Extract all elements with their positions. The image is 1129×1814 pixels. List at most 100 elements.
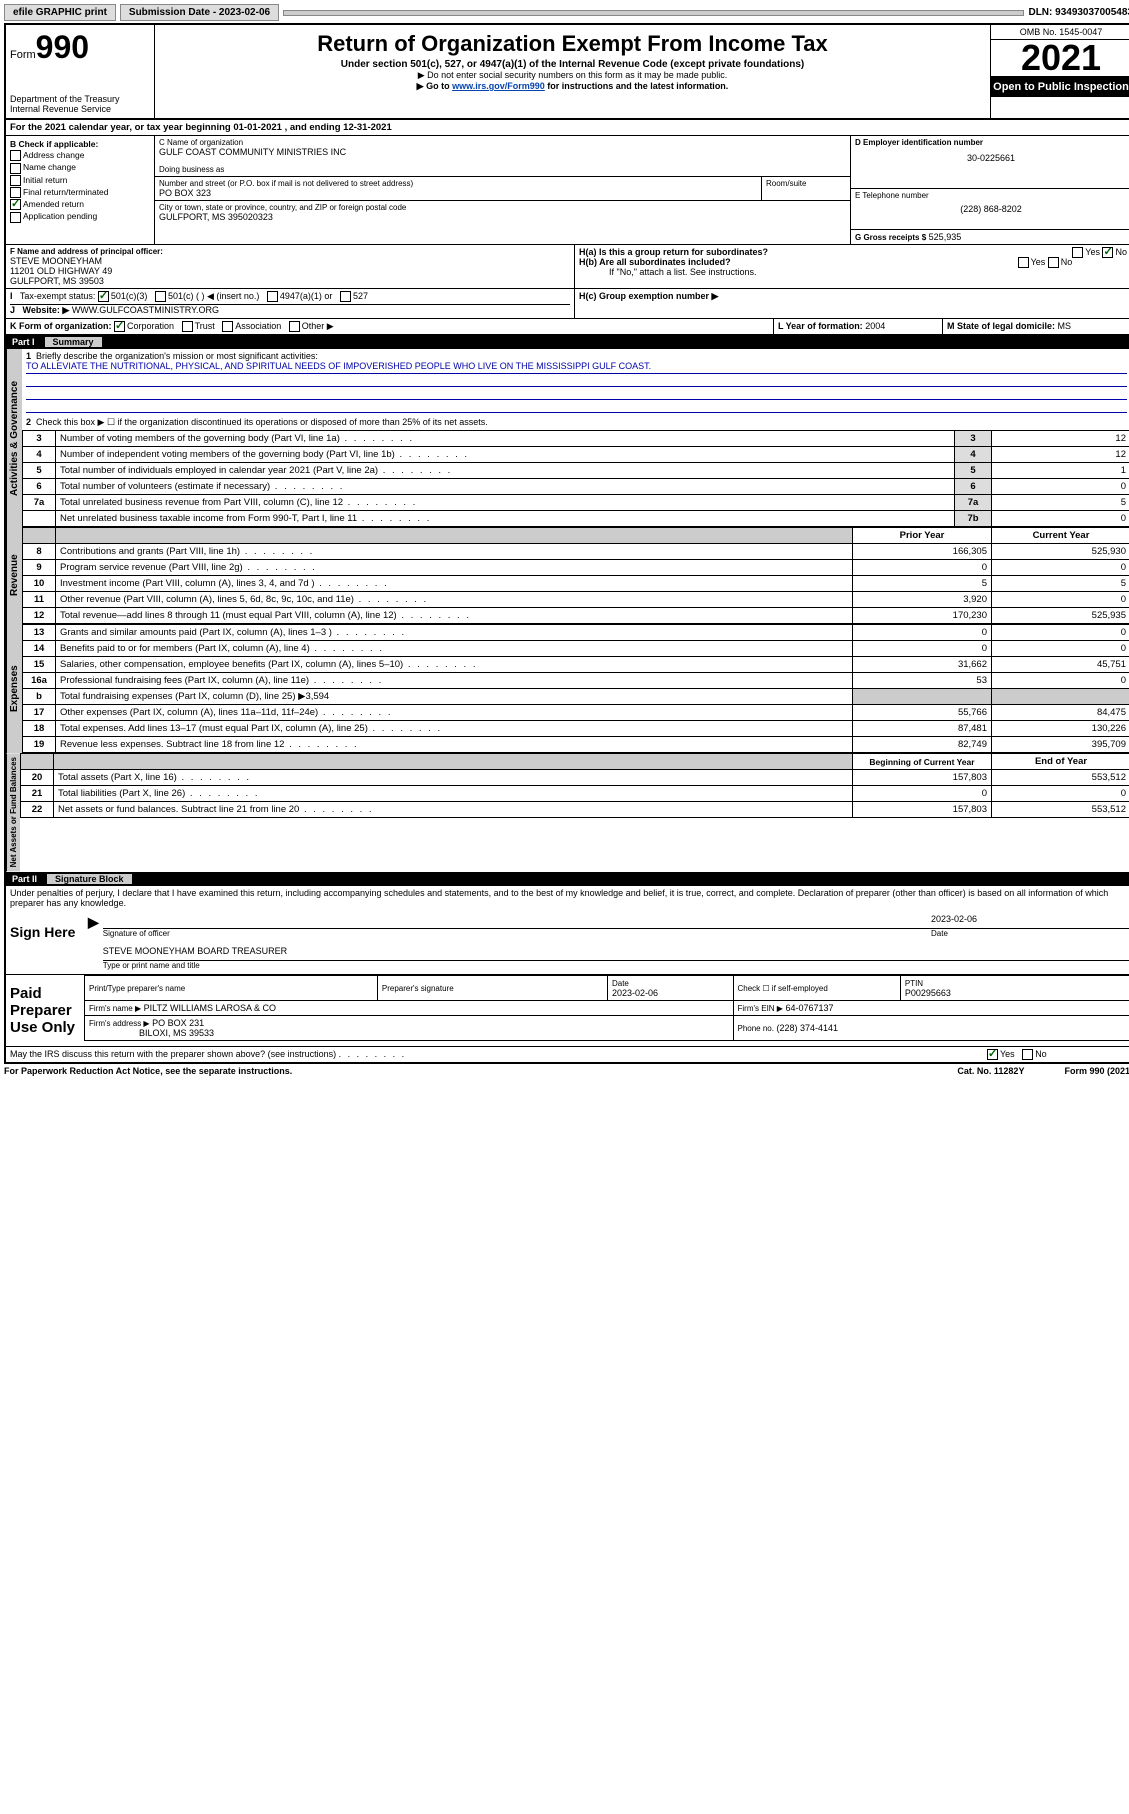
arrow-icon: ▶ — [84, 914, 103, 970]
firm-name-label: Firm's name ▶ — [89, 1004, 141, 1013]
name-change-check[interactable] — [10, 163, 21, 174]
ptin-label: PTIN — [905, 979, 923, 988]
ein-label: D Employer identification number — [855, 138, 1127, 147]
paid-preparer-block: Paid Preparer Use Only Print/Type prepar… — [6, 974, 1129, 1046]
part1-header: Part I Summary — [6, 335, 1129, 349]
paid-preparer: Paid Preparer Use Only — [6, 975, 84, 1046]
goto-pre: ▶ Go to — [417, 81, 452, 91]
section-b: B Check if applicable: Address change Na… — [6, 136, 155, 244]
firm-addr: PO BOX 231 — [152, 1018, 204, 1028]
opt-501c: 501(c) ( ) ◀ (insert no.) — [168, 291, 259, 301]
sig-officer-label: Signature of officer — [103, 929, 931, 938]
firm-ein-label: Firm's EIN ▶ — [738, 1004, 783, 1013]
mission-blank1 — [26, 374, 1127, 387]
expenses-section: Expenses 13Grants and similar amounts pa… — [6, 624, 1129, 753]
discuss-row: May the IRS discuss this return with the… — [6, 1046, 1129, 1062]
trust-check[interactable] — [182, 321, 193, 332]
dept-treasury: Department of the Treasury — [10, 94, 150, 104]
ptin: P00295663 — [905, 988, 951, 998]
section-b-title: B Check if applicable: — [10, 139, 150, 149]
amended-check[interactable] — [10, 199, 21, 210]
opt-assoc: Association — [235, 321, 281, 331]
sign-here: Sign Here — [6, 914, 84, 970]
sections-bcdeg: B Check if applicable: Address change Na… — [6, 136, 1129, 245]
exp-table: 13Grants and similar amounts paid (Part … — [22, 624, 1129, 753]
opt-501c3: 501(c)(3) — [111, 291, 148, 301]
tax-year: 2021 — [991, 40, 1129, 77]
perjury: Under penalties of perjury, I declare th… — [6, 886, 1129, 910]
form-title: Return of Organization Exempt From Incom… — [163, 31, 982, 57]
tax-status-label: Tax-exempt status: — [20, 291, 96, 301]
ha-yes[interactable] — [1072, 247, 1083, 258]
efile-button[interactable]: efile GRAPHIC print — [4, 4, 116, 21]
street-label: Number and street (or P.O. box if mail i… — [159, 179, 757, 188]
opt-other: Other ▶ — [302, 321, 334, 331]
spacer — [283, 10, 1024, 16]
mission-label: Briefly describe the organization's miss… — [36, 351, 318, 361]
ssn-note: ▶ Do not enter social security numbers o… — [163, 70, 982, 81]
mission-blank2 — [26, 387, 1127, 400]
501c3-check[interactable] — [98, 291, 109, 302]
sign-here-block: Sign Here ▶ 2023-02-06 Signature of offi… — [6, 914, 1129, 970]
firm-city: BILOXI, MS 39533 — [139, 1028, 214, 1038]
prep-date-label: Date — [612, 979, 629, 988]
part2-num: Part II — [12, 874, 47, 884]
ein: 30-0225661 — [855, 153, 1127, 163]
org-name-label: C Name of organization — [159, 138, 846, 147]
gross-label: G Gross receipts $ — [855, 233, 926, 242]
discuss-text: May the IRS discuss this return with the… — [10, 1049, 336, 1059]
header-left: Form990 Department of the Treasury Inter… — [6, 25, 155, 118]
discuss-no[interactable] — [1022, 1049, 1033, 1060]
prep-name-label: Print/Type preparer's name — [89, 984, 185, 993]
net-table: Beginning of Current YearEnd of Year20To… — [20, 753, 1129, 818]
prep-check-label: Check ☐ if self-employed — [738, 984, 828, 993]
officer-addr1: 11201 OLD HIGHWAY 49 — [10, 266, 570, 276]
section-c: C Name of organization GULF COAST COMMUN… — [155, 136, 850, 244]
addr-change-check[interactable] — [10, 150, 21, 161]
4947-check[interactable] — [267, 291, 278, 302]
website-label: Website: ▶ — [23, 305, 70, 315]
type-name-label: Type or print name and title — [103, 961, 1129, 970]
initial-return: Initial return — [23, 175, 67, 185]
irs-link[interactable]: www.irs.gov/Form990 — [452, 81, 545, 91]
other-check[interactable] — [289, 321, 300, 332]
prep-sig-label: Preparer's signature — [382, 984, 454, 993]
initial-check[interactable] — [10, 175, 21, 186]
app-pending-check[interactable] — [10, 212, 21, 223]
hb-yes[interactable] — [1018, 257, 1029, 268]
line2: Check this box ▶ ☐ if the organization d… — [36, 417, 488, 427]
discuss-yes[interactable] — [987, 1049, 998, 1060]
paperwork-notice: For Paperwork Reduction Act Notice, see … — [4, 1066, 292, 1076]
net-assets-section: Net Assets or Fund Balances Beginning of… — [6, 753, 1129, 871]
sections-deg: D Employer identification number 30-0225… — [850, 136, 1129, 244]
officer-label: F Name and address of principal officer: — [10, 247, 570, 256]
corp-check[interactable] — [114, 321, 125, 332]
hc-label: H(c) Group exemption number ▶ — [579, 291, 1127, 302]
assoc-check[interactable] — [222, 321, 233, 332]
tab-net: Net Assets or Fund Balances — [6, 753, 20, 871]
opt-corp: Corporation — [127, 321, 174, 331]
final-return: Final return/terminated — [23, 187, 109, 197]
phone-label: E Telephone number — [855, 191, 1127, 200]
officer-name: STEVE MOONEYHAM — [10, 256, 570, 266]
ha-no[interactable] — [1102, 247, 1113, 258]
opt-trust: Trust — [195, 321, 215, 331]
phone: (228) 868-8202 — [855, 204, 1127, 214]
hb-no[interactable] — [1048, 257, 1059, 268]
527-check[interactable] — [340, 291, 351, 302]
dots — [339, 1049, 407, 1059]
year-form: 2004 — [865, 321, 885, 331]
date-label: Date — [931, 929, 1129, 938]
room-label: Room/suite — [766, 179, 846, 188]
header-right: OMB No. 1545-0047 2021 Open to Public In… — [990, 25, 1129, 118]
goto-post: for instructions and the latest informat… — [545, 81, 729, 91]
preparer-table: Print/Type preparer's name Preparer's si… — [84, 975, 1129, 1041]
dba-label: Doing business as — [159, 165, 846, 174]
gov-table: 3Number of voting members of the governi… — [22, 430, 1129, 527]
addr-change: Address change — [23, 150, 84, 160]
501c-check[interactable] — [155, 291, 166, 302]
firm-name: PILTZ WILLIAMS LAROSA & CO — [144, 1003, 276, 1013]
part1-title: Summary — [45, 337, 102, 347]
form-ref: Form 990 (2021) — [1064, 1066, 1129, 1076]
rev-table: Prior YearCurrent Year8Contributions and… — [22, 527, 1129, 624]
